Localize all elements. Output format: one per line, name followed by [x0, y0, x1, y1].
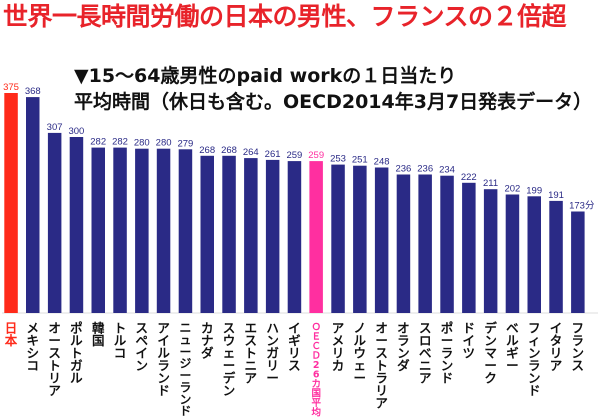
category-label-26: フランス [572, 321, 585, 374]
category-label-18: オランダ [397, 321, 410, 374]
bar-14 [309, 161, 323, 313]
value-label-23: 202 [504, 184, 520, 195]
bar-0 [4, 93, 18, 313]
bar-23 [505, 194, 520, 313]
bar-13 [287, 161, 302, 313]
value-label-24: 199 [526, 185, 542, 196]
category-label-7: アイルランド [157, 321, 170, 399]
bar-7 [156, 148, 171, 313]
bar-11 [244, 158, 258, 313]
value-label-17: 248 [374, 157, 390, 168]
value-label-21: 222 [461, 172, 477, 183]
value-label-10: 268 [221, 145, 237, 156]
value-label-22: 211 [483, 178, 498, 189]
bar-25 [549, 200, 563, 313]
value-label-1: 368 [25, 86, 41, 97]
chart-subtitle-line-2: 平均時間（休日も含む。OECD2014年3月7日発表データ） [74, 91, 593, 113]
value-label-25: 191 [548, 190, 564, 201]
value-label-0: 375 [3, 82, 19, 93]
chart-title: 世界一長時間労働の日本の男性、フランスの２倍超 [3, 2, 567, 31]
category-label-20: ポーランド [441, 321, 454, 386]
category-label-10: スウェーデン [223, 321, 236, 399]
bar-15 [331, 164, 345, 313]
category-label-16: ノルウェー [354, 321, 367, 386]
bar-5 [113, 147, 127, 313]
value-label-13: 259 [286, 150, 302, 161]
value-label-5: 282 [112, 137, 128, 148]
value-label-6: 280 [134, 138, 150, 149]
value-label-19: 236 [417, 164, 433, 175]
bar-22 [483, 189, 498, 313]
value-label-9: 268 [199, 145, 215, 156]
category-label-8: ニュージーランド [179, 321, 191, 417]
bar-9 [200, 155, 214, 313]
value-label-11: 264 [243, 147, 259, 158]
value-label-8: 279 [177, 138, 193, 149]
bars-group [2, 93, 598, 314]
bar-16 [353, 165, 367, 313]
category-label-17: オーストラリア [375, 321, 388, 411]
value-label-14: 259 [308, 150, 324, 161]
category-label-22: デンマーク [484, 321, 497, 386]
bar-24 [527, 196, 541, 313]
category-label-6: スペイン [136, 321, 149, 374]
category-label-1: メキシコ [27, 321, 40, 374]
bar-17 [374, 167, 389, 313]
category-label-23: ベルギー [506, 321, 519, 374]
bar-10 [222, 155, 236, 313]
category-label-12: ハンガリー [266, 321, 279, 386]
category-label-11: エストニア [245, 321, 258, 386]
bar-2 [47, 132, 62, 313]
bar-21 [462, 182, 476, 313]
category-label-9: カナダ [201, 321, 214, 361]
bar-8 [178, 149, 193, 313]
bar-18 [396, 174, 411, 313]
bar-4 [91, 147, 105, 313]
bar-26 [571, 211, 585, 313]
category-label-14: ＯＥＣＤ 2 6 カ国平均 [311, 322, 321, 417]
value-label-4: 282 [90, 137, 106, 148]
value-label-3: 300 [68, 126, 84, 137]
category-label-2: オーストリア [48, 321, 61, 399]
value-label-7: 280 [156, 138, 172, 149]
value-label-20: 234 [439, 165, 455, 176]
category-label-0: 日本 [5, 321, 18, 349]
value-label-18: 236 [395, 164, 411, 175]
chart-subtitle-line-1: ▼15～64歳男性のpaid workの１日当たり [74, 65, 457, 87]
bar-20 [440, 175, 454, 313]
category-label-4: 韓国 [92, 321, 105, 349]
bar-19 [418, 174, 432, 313]
value-label-15: 253 [330, 154, 346, 165]
value-label-26: 173分 [569, 201, 595, 212]
category-label-24: フィンランド [528, 321, 541, 399]
value-label-2: 307 [47, 122, 63, 133]
category-label-21: ドイツ [463, 321, 476, 361]
category-label-25: イタリア [550, 321, 563, 374]
category-label-19: スロベニア [419, 321, 432, 386]
category-label-13: イギリス [288, 321, 301, 374]
category-label-3: ポルトガル [70, 321, 83, 386]
value-label-16: 251 [352, 155, 368, 166]
category-label-5: トルコ [114, 321, 127, 361]
bar-12 [265, 159, 280, 313]
value-label-12: 261 [265, 149, 281, 160]
bar-3 [69, 137, 84, 313]
value-labels-group: 375 368 307 300 282 282 280 280 279 268 268 264 261 2… [3, 82, 595, 212]
bar-6 [135, 148, 149, 313]
bar-1 [26, 97, 40, 313]
category-label-15: アメリカ [332, 321, 345, 374]
category-labels-group: 日本メキシコオーストリアポルトガル韓国トルコスペインアイルランドニュージーランド… [5, 321, 584, 417]
